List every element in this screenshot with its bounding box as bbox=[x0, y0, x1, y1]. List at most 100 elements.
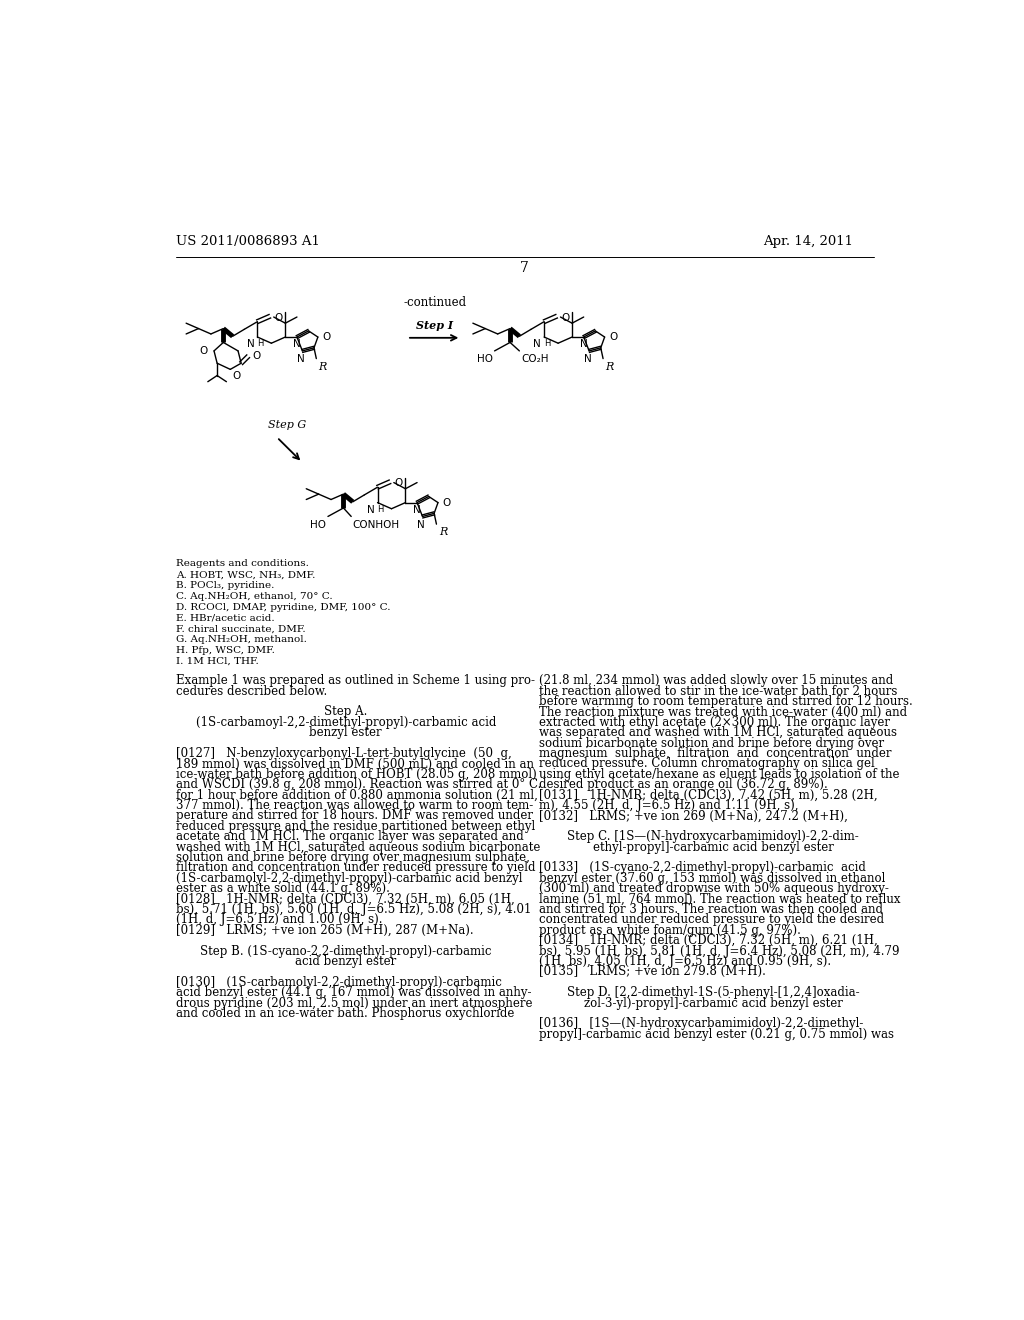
Text: Example 1 was prepared as outlined in Scheme 1 using pro-: Example 1 was prepared as outlined in Sc… bbox=[176, 675, 536, 688]
Text: [0134]   1H-NMR; delta (CDCl3), 7.32 (5H, m), 6.21 (1H,: [0134] 1H-NMR; delta (CDCl3), 7.32 (5H, … bbox=[539, 935, 878, 948]
Text: was separated and washed with 1M HCl, saturated aqueous: was separated and washed with 1M HCl, sa… bbox=[539, 726, 897, 739]
Text: H. Pfp, WSC, DMF.: H. Pfp, WSC, DMF. bbox=[176, 645, 274, 655]
Text: propyl]-carbamic acid benzyl ester (0.21 g, 0.75 mmol) was: propyl]-carbamic acid benzyl ester (0.21… bbox=[539, 1028, 894, 1040]
Text: H: H bbox=[544, 339, 551, 348]
Text: perature and stirred for 18 hours. DMF was removed under: perature and stirred for 18 hours. DMF w… bbox=[176, 809, 534, 822]
Text: E. HBr/acetic acid.: E. HBr/acetic acid. bbox=[176, 614, 274, 623]
Text: (1S-carbamolyl-2,2-dimethyl-propyl)-carbamic acid benzyl: (1S-carbamolyl-2,2-dimethyl-propyl)-carb… bbox=[176, 871, 522, 884]
Text: [0132]   LRMS; +ve ion 269 (M+Na), 247.2 (M+H),: [0132] LRMS; +ve ion 269 (M+Na), 247.2 (… bbox=[539, 809, 848, 822]
Text: N: N bbox=[414, 506, 421, 515]
Text: -continued: -continued bbox=[403, 296, 466, 309]
Text: filtration and concentration under reduced pressure to yield: filtration and concentration under reduc… bbox=[176, 862, 536, 874]
Text: N: N bbox=[534, 339, 541, 350]
Text: Step I: Step I bbox=[416, 319, 453, 330]
Text: reduced pressure. Column chromatography on silica gel: reduced pressure. Column chromatography … bbox=[539, 758, 874, 771]
Text: R: R bbox=[605, 362, 613, 372]
Text: CO₂H: CO₂H bbox=[521, 354, 549, 364]
Text: solution and brine before drying over magnesium sulphate,: solution and brine before drying over ma… bbox=[176, 851, 530, 865]
Text: F. chiral succinate, DMF.: F. chiral succinate, DMF. bbox=[176, 624, 306, 634]
Text: 377 mmol). The reaction was allowed to warm to room tem-: 377 mmol). The reaction was allowed to w… bbox=[176, 799, 534, 812]
Text: zol-3-yl)-propyl]-carbamic acid benzyl ester: zol-3-yl)-propyl]-carbamic acid benzyl e… bbox=[584, 997, 843, 1010]
Text: acetate and 1M HCl. The organic layer was separated and: acetate and 1M HCl. The organic layer wa… bbox=[176, 830, 524, 843]
Text: [0128]   1H-NMR; delta (CDCl3), 7.32 (5H, m), 6.05 (1H,: [0128] 1H-NMR; delta (CDCl3), 7.32 (5H, … bbox=[176, 892, 515, 906]
Text: product as a white foam/gum (41.5 g, 97%).: product as a white foam/gum (41.5 g, 97%… bbox=[539, 924, 801, 937]
Text: Step A.: Step A. bbox=[324, 705, 368, 718]
Text: [0135]   LRMS; +ve ion 279.8 (M+H).: [0135] LRMS; +ve ion 279.8 (M+H). bbox=[539, 965, 766, 978]
Text: benzyl ester: benzyl ester bbox=[309, 726, 382, 739]
Text: O: O bbox=[274, 313, 283, 323]
Text: (300 ml) and treated dropwise with 50% aqueous hydroxy-: (300 ml) and treated dropwise with 50% a… bbox=[539, 882, 889, 895]
Text: R: R bbox=[438, 527, 447, 537]
Text: [0136]   [1S—(N-hydroxycarbamimidoyl)-2,2-dimethyl-: [0136] [1S—(N-hydroxycarbamimidoyl)-2,2-… bbox=[539, 1018, 863, 1031]
Text: [0130]   (1S-carbamolyl-2,2-dimethyl-propyl)-carbamic: [0130] (1S-carbamolyl-2,2-dimethyl-propy… bbox=[176, 975, 502, 989]
Text: (1S-carbamoyl-2,2-dimethyl-propyl)-carbamic acid: (1S-carbamoyl-2,2-dimethyl-propyl)-carba… bbox=[196, 715, 496, 729]
Text: [0133]   (1S-cyano-2,2-dimethyl-propyl)-carbamic  acid: [0133] (1S-cyano-2,2-dimethyl-propyl)-ca… bbox=[539, 862, 865, 874]
Text: D. RCOCl, DMAP, pyridine, DMF, 100° C.: D. RCOCl, DMAP, pyridine, DMF, 100° C. bbox=[176, 603, 390, 611]
Text: The reaction mixture was treated with ice-water (400 ml) and: The reaction mixture was treated with ic… bbox=[539, 705, 907, 718]
Text: bs), 5.71 (1H, bs), 5.60 (1H, d, J=6.5 Hz), 5.08 (2H, s), 4.01: bs), 5.71 (1H, bs), 5.60 (1H, d, J=6.5 H… bbox=[176, 903, 531, 916]
Text: B. POCl₃, pyridine.: B. POCl₃, pyridine. bbox=[176, 581, 274, 590]
Text: O: O bbox=[561, 313, 569, 323]
Text: acid benzyl ester (44.1 g, 167 mmol) was dissolved in anhy-: acid benzyl ester (44.1 g, 167 mmol) was… bbox=[176, 986, 531, 999]
Text: and WSCDI (39.8 g, 208 mmol). Reaction was stirred at 0° C.: and WSCDI (39.8 g, 208 mmol). Reaction w… bbox=[176, 779, 542, 791]
Text: acid benzyl ester: acid benzyl ester bbox=[295, 954, 396, 968]
Text: Step B. (1S-cyano-2,2-dimethyl-propyl)-carbamic: Step B. (1S-cyano-2,2-dimethyl-propyl)-c… bbox=[200, 945, 492, 957]
Text: O: O bbox=[200, 346, 208, 356]
Text: [0131]   1H-NMR; delta (CDCl3), 7.42 (5H, m), 5.28 (2H,: [0131] 1H-NMR; delta (CDCl3), 7.42 (5H, … bbox=[539, 788, 878, 801]
Text: N: N bbox=[293, 339, 301, 350]
Text: concentrated under reduced pressure to yield the desired: concentrated under reduced pressure to y… bbox=[539, 913, 884, 927]
Text: N: N bbox=[297, 354, 305, 364]
Text: using ethyl acetate/hexane as eluent leads to isolation of the: using ethyl acetate/hexane as eluent lea… bbox=[539, 768, 899, 781]
Text: desired product as an orange oil (36.72 g, 89%).: desired product as an orange oil (36.72 … bbox=[539, 779, 827, 791]
Text: N: N bbox=[580, 339, 588, 350]
Text: extracted with ethyl acetate (2×300 ml). The organic layer: extracted with ethyl acetate (2×300 ml).… bbox=[539, 715, 890, 729]
Text: CONHOH: CONHOH bbox=[352, 520, 400, 529]
Text: 189 mmol) was dissolved in DMF (500 mL) and cooled in an: 189 mmol) was dissolved in DMF (500 mL) … bbox=[176, 758, 535, 771]
Text: O: O bbox=[394, 478, 402, 488]
Text: HO: HO bbox=[310, 520, 327, 529]
Text: bs), 5.95 (1H, bs), 5.81 (1H, d, J=6.4 Hz), 5.08 (2H, m), 4.79: bs), 5.95 (1H, bs), 5.81 (1H, d, J=6.4 H… bbox=[539, 945, 899, 957]
Text: O: O bbox=[232, 371, 241, 381]
Text: (21.8 ml, 234 mmol) was added slowly over 15 minutes and: (21.8 ml, 234 mmol) was added slowly ove… bbox=[539, 675, 893, 688]
Text: I. 1M HCl, THF.: I. 1M HCl, THF. bbox=[176, 656, 259, 665]
Text: O: O bbox=[609, 333, 617, 342]
Text: (1H, bs), 4.05 (1H, d, J=6.5 Hz) and 0.95 (9H, s).: (1H, bs), 4.05 (1H, d, J=6.5 Hz) and 0.9… bbox=[539, 954, 830, 968]
Text: H: H bbox=[378, 506, 384, 513]
Text: A. HOBT, WSC, NH₃, DMF.: A. HOBT, WSC, NH₃, DMF. bbox=[176, 570, 315, 579]
Text: benzyl ester (37.60 g, 153 mmol) was dissolved in ethanol: benzyl ester (37.60 g, 153 mmol) was dis… bbox=[539, 871, 885, 884]
Text: and stirred for 3 hours. The reaction was then cooled and: and stirred for 3 hours. The reaction wa… bbox=[539, 903, 883, 916]
Text: H: H bbox=[257, 339, 264, 348]
Text: Step G: Step G bbox=[267, 420, 306, 430]
Text: sodium bicarbonate solution and brine before drying over: sodium bicarbonate solution and brine be… bbox=[539, 737, 884, 750]
Text: O: O bbox=[252, 351, 260, 362]
Text: lamine (51 ml, 764 mmol). The reaction was heated to reflux: lamine (51 ml, 764 mmol). The reaction w… bbox=[539, 892, 900, 906]
Text: reduced pressure and the residue partitioned between ethyl: reduced pressure and the residue partiti… bbox=[176, 820, 536, 833]
Text: US 2011/0086893 A1: US 2011/0086893 A1 bbox=[176, 235, 319, 248]
Text: O: O bbox=[442, 498, 451, 508]
Text: m), 4.55 (2H, d, J=6.5 Hz) and 1.11 (9H, s),: m), 4.55 (2H, d, J=6.5 Hz) and 1.11 (9H,… bbox=[539, 799, 799, 812]
Text: before warming to room temperature and stirred for 12 hours.: before warming to room temperature and s… bbox=[539, 696, 912, 708]
Text: for 1 hour before addition of 0.880 ammonia solution (21 ml,: for 1 hour before addition of 0.880 ammo… bbox=[176, 788, 538, 801]
Text: N: N bbox=[584, 354, 592, 364]
Text: the reaction allowed to stir in the ice-water bath for 2 hours: the reaction allowed to stir in the ice-… bbox=[539, 685, 897, 698]
Text: ice-water bath before addition of HOBT (28.05 g, 208 mmol): ice-water bath before addition of HOBT (… bbox=[176, 768, 537, 781]
Text: drous pyridine (203 ml, 2.5 mol) under an inert atmosphere: drous pyridine (203 ml, 2.5 mol) under a… bbox=[176, 997, 532, 1010]
Text: (1H, d, J=6.5 Hz) and 1.00 (9H, s).: (1H, d, J=6.5 Hz) and 1.00 (9H, s). bbox=[176, 913, 383, 927]
Text: and cooled in an ice-water bath. Phosphorus oxychloride: and cooled in an ice-water bath. Phospho… bbox=[176, 1007, 514, 1020]
Text: magnesium  sulphate,  filtration  and  concentration  under: magnesium sulphate, filtration and conce… bbox=[539, 747, 891, 760]
Text: O: O bbox=[323, 333, 331, 342]
Text: R: R bbox=[318, 362, 327, 372]
Text: washed with 1M HCl, saturated aqueous sodium bicarbonate: washed with 1M HCl, saturated aqueous so… bbox=[176, 841, 541, 854]
Text: 7: 7 bbox=[520, 261, 529, 276]
Text: N: N bbox=[367, 506, 375, 515]
Text: C. Aq.NH₂OH, ethanol, 70° C.: C. Aq.NH₂OH, ethanol, 70° C. bbox=[176, 591, 333, 601]
Text: HO: HO bbox=[477, 354, 493, 364]
Text: G. Aq.NH₂OH, methanol.: G. Aq.NH₂OH, methanol. bbox=[176, 635, 307, 644]
Text: ethyl-propyl]-carbamic acid benzyl ester: ethyl-propyl]-carbamic acid benzyl ester bbox=[593, 841, 834, 854]
Text: Step D. [2,2-dimethyl-1S-(5-phenyl-[1,2,4]oxadia-: Step D. [2,2-dimethyl-1S-(5-phenyl-[1,2,… bbox=[567, 986, 859, 999]
Text: [0127]   N-benzyloxycarbonyl-L-tert-butylglycine  (50  g,: [0127] N-benzyloxycarbonyl-L-tert-butylg… bbox=[176, 747, 512, 760]
Text: N: N bbox=[247, 339, 254, 350]
Text: [0129]   LRMS; +ve ion 265 (M+H), 287 (M+Na).: [0129] LRMS; +ve ion 265 (M+H), 287 (M+N… bbox=[176, 924, 474, 937]
Text: Reagents and conditions.: Reagents and conditions. bbox=[176, 560, 309, 569]
Text: Apr. 14, 2011: Apr. 14, 2011 bbox=[764, 235, 853, 248]
